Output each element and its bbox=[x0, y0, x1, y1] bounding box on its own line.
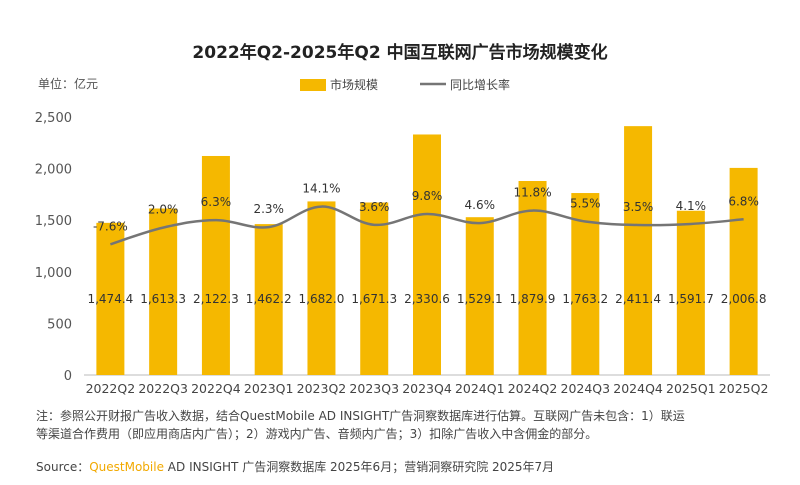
y-tick-label: 1,000 bbox=[35, 266, 72, 281]
bar-value-label: 1,474.4 bbox=[87, 292, 133, 306]
y-tick-label: 0 bbox=[64, 369, 72, 384]
bar-2024Q2 bbox=[518, 180, 547, 375]
bar-value-label: 2,411.4 bbox=[615, 292, 661, 306]
x-tick-label: 2023Q4 bbox=[402, 381, 452, 396]
chart-title: 2022年Q2-2025年Q2 中国互联网广告市场规模变化 bbox=[192, 42, 607, 63]
x-tick-label: 2023Q3 bbox=[349, 381, 399, 396]
footnote-line-1: 注：参照公开财报广告收入数据，结合QuestMobile AD INSIGHT广… bbox=[36, 409, 685, 423]
bar-value-label: 1,682.0 bbox=[299, 292, 345, 306]
bar-2022Q4 bbox=[201, 155, 230, 375]
bars bbox=[96, 126, 758, 375]
source-prefix: Source： bbox=[36, 460, 90, 474]
bar-labels: 1,474.4 1,613.3 2,122.3 1,462.2 1,682.0 1,671… bbox=[87, 292, 766, 306]
y-tick-label: 2,500 bbox=[35, 111, 72, 126]
growth-rate-label: 4.6% bbox=[465, 198, 496, 212]
bar-value-label: 1,529.1 bbox=[457, 292, 503, 306]
y-tick-label: 500 bbox=[47, 317, 72, 332]
growth-rate-label: 14.1% bbox=[302, 182, 340, 196]
bar-value-label: 2,330.6 bbox=[404, 292, 450, 306]
legend-label-bar: 市场规模 bbox=[330, 77, 378, 92]
growth-rate-label: 3.5% bbox=[623, 200, 654, 214]
x-tick-label: 2024Q4 bbox=[613, 381, 663, 396]
source-rest: AD INSIGHT 广告洞察数据库 2025年6月；营销洞察研究院 2025年… bbox=[163, 460, 555, 474]
growth-rate-label: 2.3% bbox=[253, 202, 284, 216]
x-tick-label: 2025Q1 bbox=[666, 381, 716, 396]
bar-2022Q3 bbox=[149, 208, 178, 375]
legend-label-line: 同比增长率 bbox=[450, 77, 510, 92]
bar-2024Q4 bbox=[624, 126, 653, 375]
growth-rate-label: 2.0% bbox=[148, 203, 179, 217]
x-tick-label: 2024Q3 bbox=[561, 381, 611, 396]
x-tick-label: 2022Q2 bbox=[86, 381, 136, 396]
bar-value-label: 1,671.3 bbox=[351, 292, 397, 306]
x-tick-label: 2023Q1 bbox=[244, 381, 294, 396]
rate-labels: -7.6% 2.0% 6.3% 2.3% 14.1% 3.6% 9.8% 4.6% 11.8% 5… bbox=[93, 182, 759, 234]
x-tick-label: 2025Q2 bbox=[719, 381, 769, 396]
x-tick-label: 2024Q1 bbox=[455, 381, 505, 396]
bar-2025Q2 bbox=[729, 167, 758, 375]
legend: 市场规模 同比增长率 bbox=[300, 77, 510, 92]
growth-rate-label: 6.8% bbox=[728, 194, 759, 208]
footnote: 注：参照公开财报广告收入数据，结合QuestMobile AD INSIGHT广… bbox=[36, 407, 685, 443]
chart-svg: 2022年Q2-2025年Q2 中国互联网广告市场规模变化 单位：亿元 市场规模… bbox=[35, 42, 770, 396]
growth-rate-line bbox=[110, 205, 744, 246]
x-tick-label: 2022Q3 bbox=[138, 381, 188, 396]
x-tick-label: 2022Q4 bbox=[191, 381, 241, 396]
bar-value-label: 1,879.9 bbox=[510, 292, 556, 306]
bar-value-label: 1,591.7 bbox=[668, 292, 714, 306]
source-line: Source：QuestMobile AD INSIGHT 广告洞察数据库 20… bbox=[36, 458, 554, 476]
bar-value-label: 1,613.3 bbox=[140, 292, 186, 306]
rate-line bbox=[110, 205, 744, 246]
bar-value-label: 1,763.2 bbox=[562, 292, 608, 306]
bar-2023Q3 bbox=[360, 202, 389, 375]
legend-swatch-bar bbox=[300, 79, 326, 91]
axes: 0 500 1,000 1,500 2,000 2,500 bbox=[35, 111, 770, 384]
bar-2024Q1 bbox=[465, 217, 494, 375]
bar-2025Q1 bbox=[676, 210, 705, 375]
growth-rate-label: 5.5% bbox=[570, 197, 601, 211]
bar-value-label: 1,462.2 bbox=[246, 292, 292, 306]
growth-rate-label: -7.6% bbox=[93, 219, 128, 233]
bar-value-label: 2,006.8 bbox=[721, 292, 767, 306]
growth-rate-label: 9.8% bbox=[412, 189, 443, 203]
growth-rate-label: 11.8% bbox=[513, 186, 551, 200]
x-ticks: 2022Q2 2022Q3 2022Q4 2023Q1 2023Q2 2023Q3 2023… bbox=[86, 381, 769, 396]
source-brand: QuestMobile bbox=[89, 460, 164, 474]
y-tick-label: 1,500 bbox=[35, 214, 72, 229]
bar-value-label: 2,122.3 bbox=[193, 292, 239, 306]
x-tick-label: 2023Q2 bbox=[297, 381, 347, 396]
bar-2023Q4 bbox=[413, 134, 441, 375]
unit-label: 单位：亿元 bbox=[38, 76, 98, 91]
bar-2023Q2 bbox=[307, 201, 336, 375]
x-tick-label: 2024Q2 bbox=[508, 381, 558, 396]
bar-2022Q2 bbox=[96, 222, 125, 375]
growth-rate-label: 6.3% bbox=[201, 195, 232, 209]
growth-rate-label: 4.1% bbox=[676, 199, 707, 213]
y-tick-label: 2,000 bbox=[35, 163, 72, 178]
footnote-line-2: 等渠道合作费用（即应用商店内广告）；2）游戏内广告、音频内广告；3）扣除广告收入… bbox=[36, 427, 598, 441]
bar-2023Q1 bbox=[254, 224, 283, 375]
growth-rate-label: 3.6% bbox=[359, 200, 390, 214]
